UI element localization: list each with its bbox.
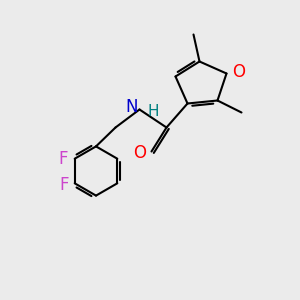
Text: F: F (58, 150, 68, 168)
Text: F: F (60, 176, 69, 194)
Text: N: N (125, 98, 138, 116)
Text: H: H (148, 103, 159, 118)
Text: O: O (133, 144, 146, 162)
Text: O: O (232, 63, 245, 81)
